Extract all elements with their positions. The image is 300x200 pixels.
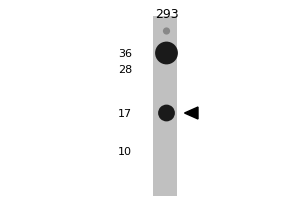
Text: 17: 17 [118, 109, 132, 119]
Ellipse shape [163, 27, 170, 35]
Ellipse shape [155, 42, 178, 64]
Bar [153, 16, 177, 196]
Polygon shape [184, 107, 198, 119]
Text: 36: 36 [118, 49, 132, 59]
Text: 28: 28 [118, 65, 132, 75]
Text: 10: 10 [118, 147, 132, 157]
Text: 293: 293 [155, 7, 178, 21]
Ellipse shape [158, 105, 175, 121]
